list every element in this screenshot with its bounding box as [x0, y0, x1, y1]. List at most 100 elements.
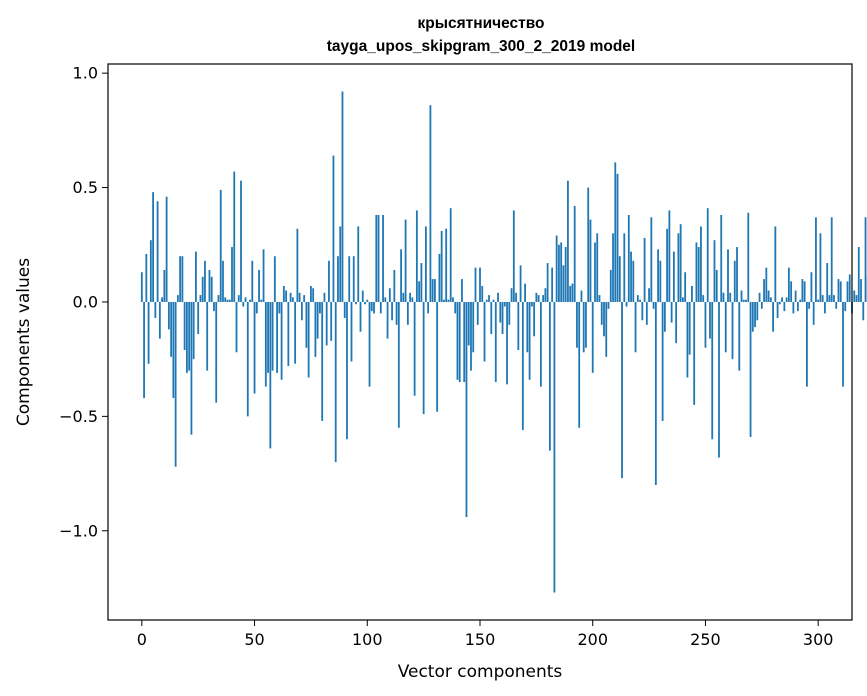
- bar: [226, 299, 229, 302]
- bar: [718, 301, 720, 458]
- bar: [833, 295, 835, 302]
- bar: [165, 196, 168, 302]
- bar: [661, 301, 664, 421]
- bar: [740, 290, 743, 302]
- x-tick-label: 150: [465, 630, 496, 649]
- bar: [555, 235, 558, 302]
- bar: [731, 301, 734, 360]
- bar: [571, 283, 574, 302]
- bar: [848, 274, 851, 302]
- bar: [452, 297, 454, 302]
- bar: [179, 256, 182, 302]
- bar: [382, 215, 384, 302]
- bar: [490, 301, 493, 334]
- bar: [149, 240, 152, 302]
- bar: [589, 219, 592, 302]
- bar: [431, 279, 434, 302]
- bar: [183, 301, 186, 351]
- bar: [760, 301, 763, 309]
- y-axis-ticks: −1.0 −0.5 0.0 0.5 1.0: [59, 64, 108, 540]
- bar: [271, 301, 274, 371]
- bar: [682, 297, 684, 302]
- bar: [535, 292, 538, 302]
- bar: [260, 299, 263, 302]
- bar: [368, 301, 371, 387]
- bar: [546, 263, 549, 302]
- y-tick-label: 0.0: [73, 292, 98, 311]
- bar: [204, 260, 206, 302]
- bar: [612, 233, 614, 302]
- bar: [404, 219, 407, 302]
- bar: [325, 301, 328, 346]
- bar: [846, 281, 849, 302]
- bar: [787, 267, 790, 302]
- bar: [533, 301, 536, 337]
- bar: [310, 285, 312, 302]
- bar: [774, 226, 777, 302]
- bar: [803, 281, 806, 302]
- bar: [519, 265, 522, 302]
- bar: [269, 301, 272, 449]
- bar: [201, 276, 204, 302]
- bar: [684, 272, 687, 302]
- chart-title: крысятничество: [417, 15, 544, 32]
- bar: [609, 269, 612, 302]
- bar: [530, 301, 533, 307]
- bar: [657, 249, 660, 302]
- bar: [215, 301, 218, 403]
- bar: [645, 301, 648, 325]
- bar: [321, 301, 324, 421]
- bar: [666, 228, 669, 302]
- bar: [364, 301, 366, 305]
- bar: [276, 301, 278, 373]
- bar: [756, 301, 759, 321]
- bar: [379, 301, 382, 314]
- bar: [630, 251, 632, 302]
- bar: [210, 276, 213, 302]
- bar: [167, 301, 170, 330]
- bar: [140, 272, 143, 302]
- bar: [242, 301, 245, 307]
- bar: [280, 301, 283, 380]
- bar: [542, 295, 545, 302]
- bar: [244, 297, 247, 302]
- bar: [776, 301, 779, 318]
- bar: [548, 301, 551, 451]
- bar: [240, 180, 242, 302]
- bar: [618, 256, 621, 302]
- bar: [713, 240, 716, 302]
- bar: [174, 301, 177, 467]
- bar: [386, 301, 389, 339]
- bar: [596, 233, 599, 302]
- bar: [720, 215, 723, 302]
- bar: [810, 272, 813, 302]
- bar: [501, 301, 504, 334]
- bar: [357, 226, 360, 302]
- bar: [314, 301, 317, 357]
- bar: [585, 301, 587, 348]
- bar: [447, 299, 450, 302]
- bar: [727, 249, 729, 302]
- bar: [560, 242, 563, 302]
- bar: [181, 256, 184, 302]
- bar: [769, 297, 772, 302]
- bar: [339, 226, 342, 302]
- bar: [747, 212, 750, 302]
- bar: [458, 301, 461, 383]
- bar: [616, 173, 619, 302]
- bar: [366, 299, 369, 302]
- bar: [233, 171, 236, 302]
- bar: [576, 301, 578, 348]
- bar: [235, 301, 238, 353]
- bar: [470, 301, 472, 371]
- bar: [844, 301, 847, 312]
- bar: [641, 301, 644, 321]
- bar: [582, 301, 585, 353]
- bar: [264, 301, 267, 387]
- bar: [558, 244, 560, 302]
- bar: [479, 267, 481, 302]
- bar: [411, 297, 414, 302]
- bar: [862, 301, 865, 321]
- bar: [819, 233, 822, 302]
- bar: [842, 301, 844, 387]
